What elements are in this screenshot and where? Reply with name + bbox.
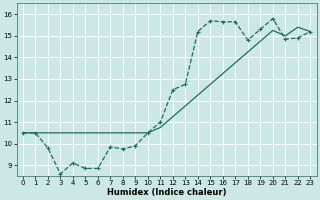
X-axis label: Humidex (Indice chaleur): Humidex (Indice chaleur) xyxy=(107,188,226,197)
